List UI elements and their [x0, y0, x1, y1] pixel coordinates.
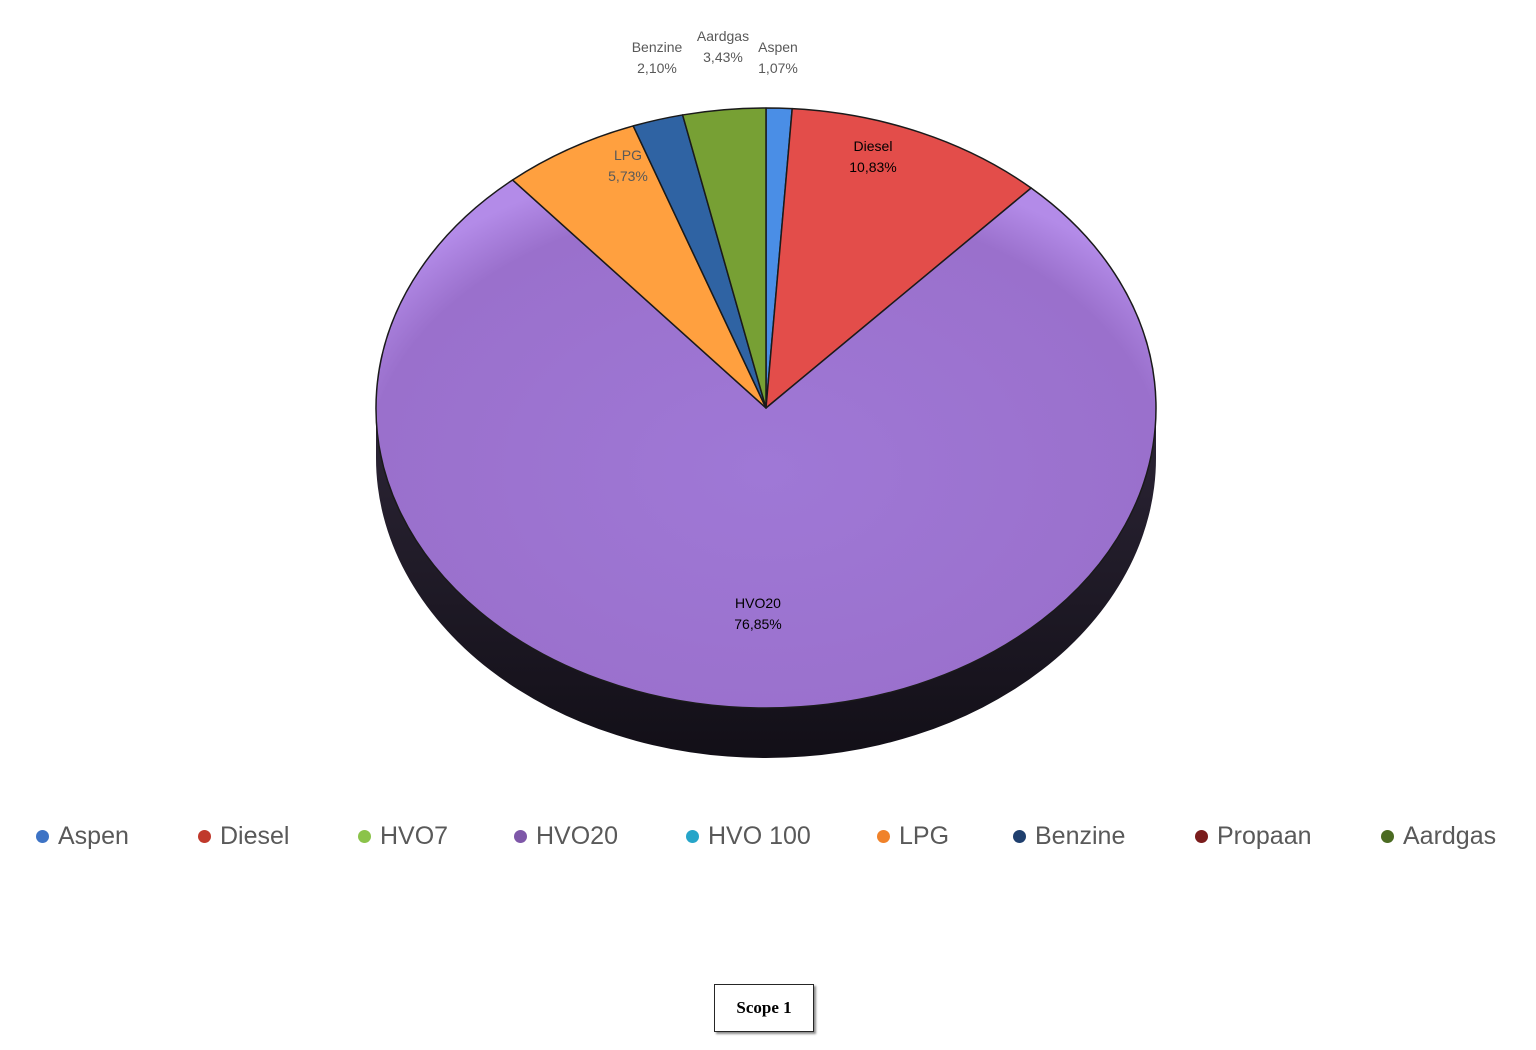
- legend-label: Benzine: [1035, 821, 1126, 850]
- data-label-value-aardgas: 3,43%: [703, 49, 743, 65]
- pie-slice-lpg: [511, 125, 767, 409]
- legend-marker-icon: [514, 829, 527, 843]
- pie-svg: Aspen 1,07% Diesel 10,83% HVO20 76,85% LPG 5,73…: [375, 28, 1157, 758]
- pie-slice-hvo20: [375, 179, 1157, 709]
- legend-marker-icon: [1013, 829, 1026, 843]
- legend-item-benzine: Benzine: [1013, 818, 1125, 854]
- legend-item-aardgas: Aardgas: [1381, 818, 1496, 854]
- scope-caption-box: Scope 1: [714, 984, 814, 1032]
- pie-slice-aardgas: [681, 107, 767, 409]
- legend-item-propaan: Propaan: [1195, 818, 1312, 854]
- data-label-name-diesel: Diesel: [854, 138, 893, 154]
- data-label-value-diesel: 10,83%: [849, 159, 896, 175]
- legend-item-aspen: Aspen: [36, 818, 129, 854]
- legend-label: Diesel: [220, 821, 290, 850]
- legend-label: LPG: [899, 821, 950, 850]
- data-label-name-aspen: Aspen: [758, 39, 798, 55]
- legend-marker-icon: [1381, 829, 1394, 843]
- data-label-value-lpg: 5,73%: [608, 168, 648, 184]
- chart-legend: Aspen Diesel HVO7 HVO20 HVO 100 LPG Benzine Pro…: [0, 818, 1536, 858]
- legend-marker-icon: [198, 829, 211, 843]
- legend-marker-icon: [1195, 829, 1208, 843]
- legend-item-hvo7: HVO7: [358, 818, 448, 854]
- data-label-name-lpg: LPG: [614, 147, 642, 163]
- legend-marker-icon: [686, 829, 699, 843]
- data-label-name-aardgas: Aardgas: [697, 28, 749, 44]
- legend-marker-icon: [358, 829, 371, 843]
- legend-label: HVO20: [536, 821, 618, 850]
- legend-item-lpg: LPG: [877, 818, 949, 854]
- data-label-value-aspen: 1,07%: [758, 60, 798, 76]
- legend-item-hvo-100: HVO 100: [686, 818, 811, 854]
- pie-depth-side: [376, 408, 1156, 758]
- data-label-name-hvo20: HVO20: [735, 595, 781, 611]
- scope-caption: Scope 1: [736, 998, 792, 1017]
- legend-label: HVO7: [380, 821, 449, 850]
- legend-label: Aardgas: [1403, 821, 1497, 850]
- pie-slice-diesel: [765, 107, 1032, 409]
- legend-item-hvo20: HVO20: [514, 818, 618, 854]
- legend-marker-icon: [36, 829, 49, 843]
- data-label-name-benzine: Benzine: [632, 39, 683, 55]
- legend-item-diesel: Diesel: [198, 818, 289, 854]
- legend-marker-icon: [877, 829, 890, 843]
- data-label-value-benzine: 2,10%: [637, 60, 677, 76]
- legend-label: Aspen: [58, 821, 129, 850]
- data-label-value-hvo20: 76,85%: [734, 616, 781, 632]
- legend-label: Propaan: [1217, 821, 1312, 850]
- legend-label: HVO 100: [708, 821, 811, 850]
